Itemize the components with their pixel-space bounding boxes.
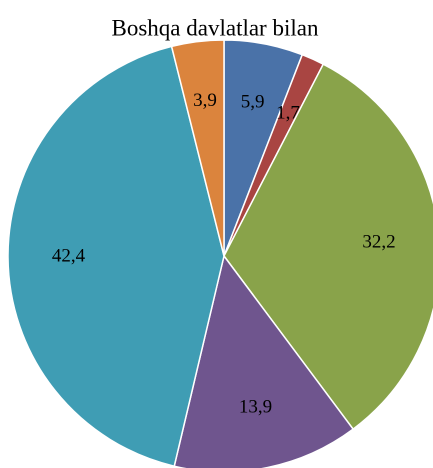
pie-slice: [223, 63, 433, 431]
pie-slice: [7, 45, 225, 468]
pie: [7, 39, 433, 468]
data-label: 13,9: [239, 397, 272, 418]
chart-title: Boshqa davlatlar bilan: [112, 15, 319, 40]
data-label: 3,9: [193, 90, 217, 111]
data-label: 42,4: [52, 245, 86, 266]
data-label: 32,2: [362, 232, 395, 253]
data-label: 5,9: [241, 92, 265, 113]
data-label: 1,7: [276, 103, 300, 124]
data-labels: 5,9 1,7 32,2 13,9 42,4 3,9: [52, 90, 396, 418]
pie-slice: [170, 39, 225, 257]
